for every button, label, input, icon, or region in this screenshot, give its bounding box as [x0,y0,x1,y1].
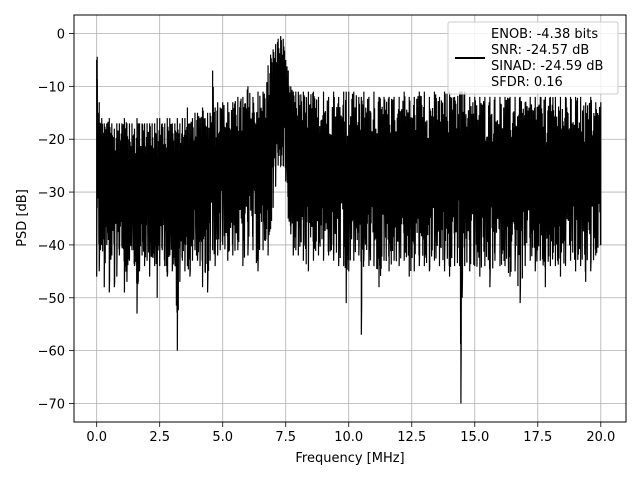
x-tick-label: 12.5 [397,430,426,445]
y-tick-label: −40 [38,239,65,254]
y-axis-label: PSD [dB] [15,189,30,247]
y-tick-label: −30 [38,186,65,201]
x-tick-label: 7.5 [275,430,296,445]
x-tick-label: 5.0 [212,430,233,445]
legend-snr: SNR: -24.57 dB [491,43,589,58]
y-tick-label: −50 [38,292,65,307]
psd-series-line [96,36,602,404]
x-tick-label: 15.0 [460,430,489,445]
y-tick-label: −70 [38,398,65,413]
y-tick-label: 0 [57,28,65,43]
legend-sinad: SINAD: -24.59 dB [491,59,603,74]
x-tick-label: 2.5 [149,430,170,445]
y-tick-label: −20 [38,133,65,148]
legend-enob: ENOB: -4.38 bits [491,27,598,42]
legend-box [447,21,619,95]
legend: ENOB: -4.38 bits SNR: -24.57 dB SINAD: -… [447,21,619,95]
data-layer [96,36,602,404]
ticks: 0.0 2.5 5.0 7.5 10.0 12.5 15.0 17.5 20.0 0 −10 −20 −… [38,28,616,446]
x-tick-label: 17.5 [523,430,552,445]
x-tick-label: 20.0 [586,430,615,445]
x-tick-label: 0.0 [86,430,107,445]
y-tick-label: −60 [38,345,65,360]
x-tick-label: 10.0 [334,430,363,445]
y-tick-label: −10 [38,80,65,95]
x-axis-label: Frequency [MHz] [295,451,404,466]
legend-sfdr: SFDR: 0.16 [491,75,563,90]
plot-frame [73,14,627,423]
